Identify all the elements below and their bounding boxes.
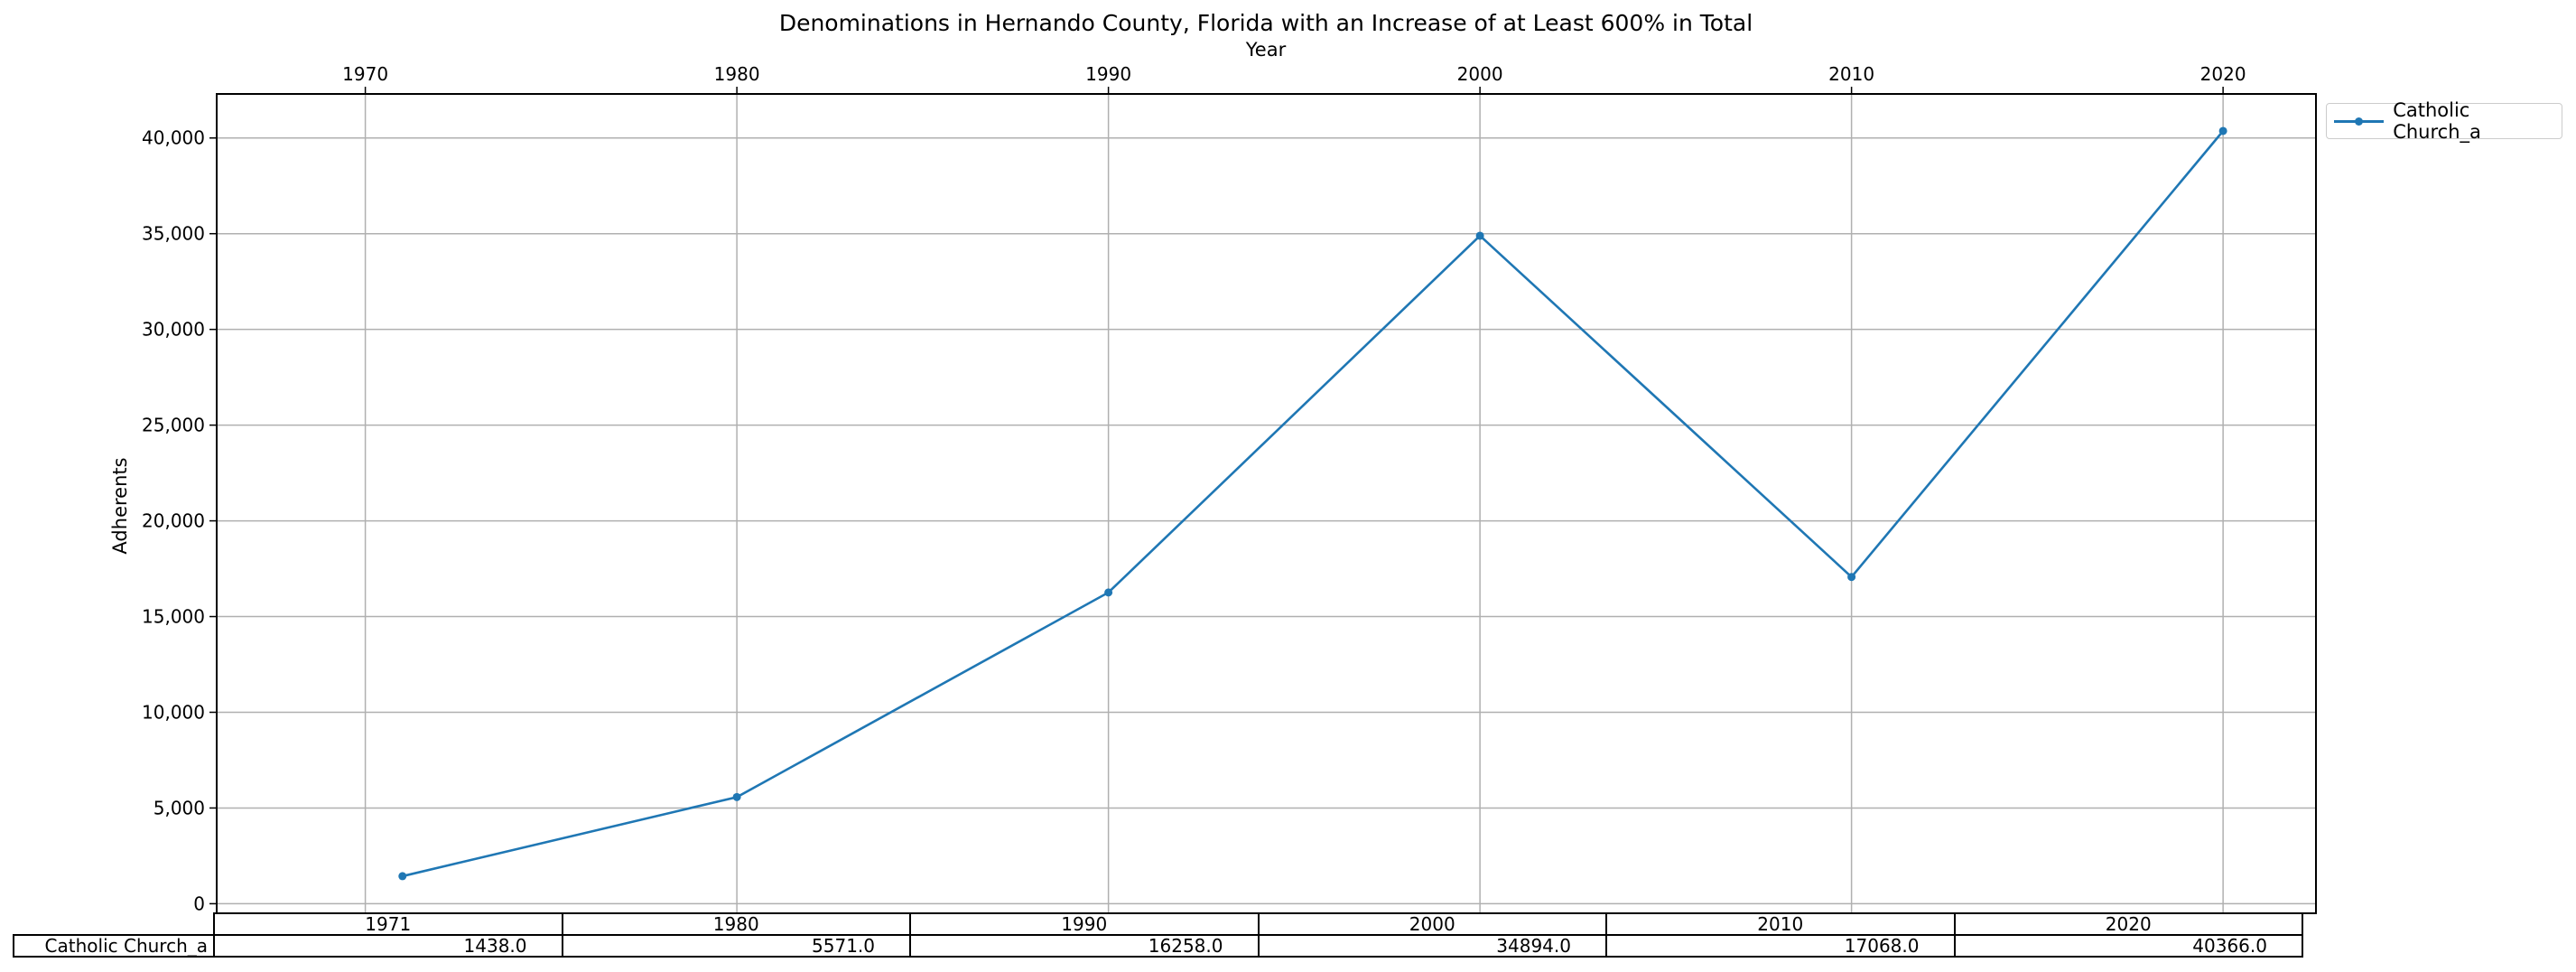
x-tick-label: 1970 — [342, 63, 388, 85]
table-col-label: 2000 — [1257, 912, 1607, 936]
data-point — [732, 792, 741, 801]
table-row: Catholic Church_a 1438.0 5571.0 16258.0 … — [13, 934, 2303, 958]
data-point — [1847, 573, 1856, 582]
data-point — [398, 872, 407, 881]
series-layer — [398, 126, 2227, 881]
table-cell: 5571.0 — [561, 934, 911, 958]
legend-label: Catholic Church_a — [2393, 99, 2481, 143]
x-tick-label: 2000 — [1457, 63, 1503, 85]
y-tick-label: 5,000 — [153, 797, 205, 818]
data-table: 1971 1980 1990 2000 2010 2020 Catholic C… — [13, 912, 2303, 958]
table-cell: 34894.0 — [1257, 934, 1607, 958]
table-col-label: 2010 — [1605, 912, 1956, 936]
x-tick-label: 2010 — [1828, 63, 1874, 85]
y-axis-label: Adherents — [109, 457, 131, 554]
data-point — [2218, 126, 2227, 136]
legend: Catholic Church_a — [2326, 99, 2562, 143]
table-cell: 1438.0 — [213, 934, 563, 958]
table-row-label: Catholic Church_a — [13, 934, 215, 958]
chart-title: Denominations in Hernando County, Florid… — [779, 10, 1753, 36]
plot-frame — [216, 93, 2317, 914]
axis-ticks: 1970 1980 1990 2000 2010 2020 0 5,000 10,000 15,0… — [142, 63, 2246, 914]
table-header-row: 1971 1980 1990 2000 2010 2020 — [14, 912, 2303, 936]
table-col-label: 1980 — [561, 912, 911, 936]
x-tick-label: 1980 — [714, 63, 760, 85]
legend-swatch — [2334, 112, 2385, 130]
x-tick-label: 2020 — [2200, 63, 2246, 85]
data-point — [1104, 588, 1113, 597]
y-tick-label: 25,000 — [142, 415, 205, 436]
y-tick-label: 40,000 — [142, 127, 205, 149]
x-tick-label: 1990 — [1085, 63, 1131, 85]
table-col-label: 2020 — [1953, 912, 2303, 936]
grid-lines — [217, 94, 2316, 913]
y-tick-label: 0 — [193, 893, 205, 914]
table-cell: 17068.0 — [1605, 934, 1956, 958]
series-line — [402, 130, 2225, 878]
y-tick-label: 30,000 — [142, 319, 205, 341]
table-cell: 16258.0 — [909, 934, 1260, 958]
table-col-label: 1971 — [213, 912, 563, 936]
table-col-label: 1990 — [909, 912, 1260, 936]
table-cell: 40366.0 — [1953, 934, 2303, 958]
y-tick-label: 35,000 — [142, 223, 205, 245]
y-tick-label: 20,000 — [142, 510, 205, 532]
y-tick-label: 10,000 — [142, 701, 205, 723]
x-axis-label: Year — [1245, 39, 1287, 61]
table-corner — [14, 913, 214, 935]
data-point — [1475, 231, 1484, 240]
y-tick-label: 15,000 — [142, 606, 205, 628]
